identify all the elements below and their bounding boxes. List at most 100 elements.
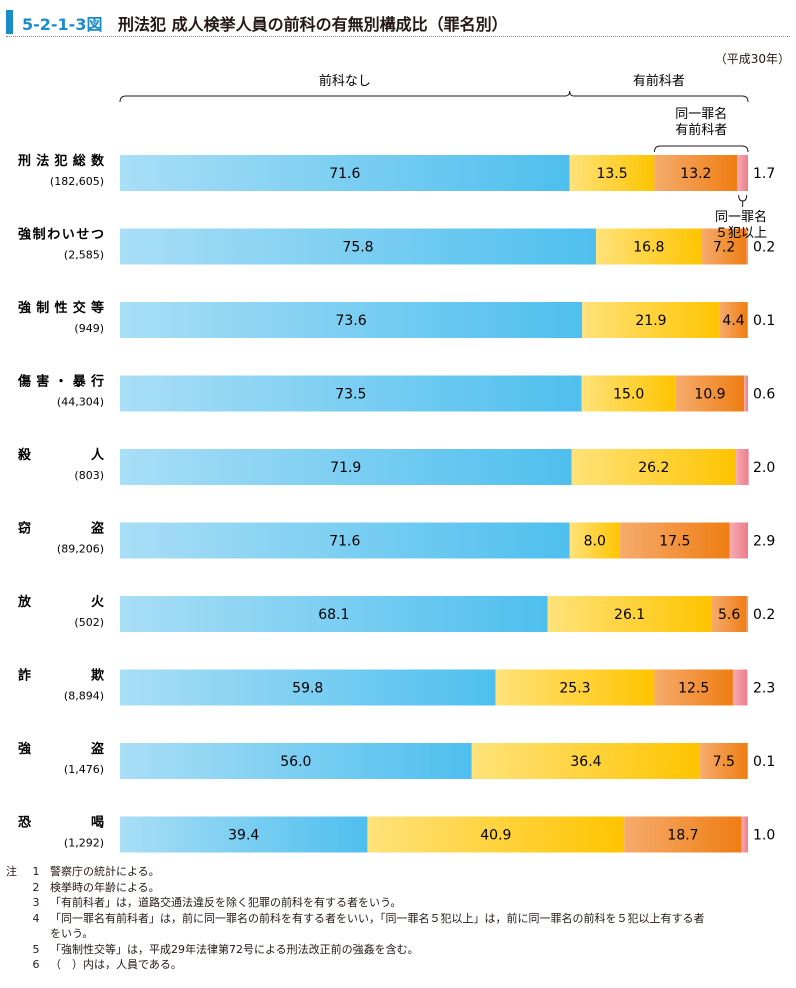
bar-7-series-0 <box>120 669 496 706</box>
note-number: 3 <box>32 896 40 909</box>
category-count-0: (182,605) <box>50 175 104 188</box>
category-label-4: 殺人 <box>17 447 105 463</box>
note-number: 4 <box>32 911 40 925</box>
note-number: 6 <box>32 958 40 971</box>
data-label-9-0: 39.4 <box>228 828 259 844</box>
category-count-9: (1,292) <box>64 837 104 850</box>
data-label-5plus-0: 1.7 <box>753 166 775 182</box>
data-label-8-2: 7.5 <box>713 754 735 770</box>
category-label-7: 詐欺 <box>18 668 104 684</box>
category-count-7: (8,894) <box>64 690 104 703</box>
bar-0-series-0 <box>120 155 570 191</box>
data-label-5plus-6: 0.2 <box>753 607 775 623</box>
data-label-5plus-8: 0.1 <box>753 754 775 770</box>
note-text: 「有前科者」は，道路交通法違反を除く犯罪の前科を有する者をいう。 <box>50 896 402 909</box>
category-label-6: 放火 <box>17 594 105 610</box>
data-label-4-1: 26.2 <box>638 460 669 476</box>
header-label-no-prior: 前科なし <box>319 73 371 89</box>
bar-2-series-2 <box>719 302 748 338</box>
data-label-1-2: 7.2 <box>713 240 735 256</box>
category-count-6: (502) <box>74 616 104 629</box>
header-label-same-offense: 同一罪名有前科者 <box>675 106 727 138</box>
data-label-5plus-2: 0.1 <box>753 313 775 329</box>
bar-1-series-0 <box>120 228 597 265</box>
figure-number: 5-2-1-3図 <box>22 15 103 34</box>
bar-9-series-2 <box>624 816 742 853</box>
data-label-2-0: 73.6 <box>336 313 367 329</box>
bar-9-series-3 <box>741 816 748 853</box>
data-label-5plus-5: 2.9 <box>753 534 775 550</box>
data-label-5plus-1: 0.2 <box>753 240 775 256</box>
bar-2-series-1 <box>582 302 720 338</box>
bar-6-series-1 <box>547 596 712 632</box>
data-label-3-0: 73.5 <box>335 387 366 403</box>
header-brace <box>119 90 749 103</box>
data-label-7-2: 12.5 <box>678 681 709 697</box>
category-count-1: (2,585) <box>64 249 104 262</box>
data-label-9-1: 40.9 <box>480 828 511 844</box>
category-label-2: 強制性交等 <box>18 300 104 316</box>
category-label-1: 強制わいせつ <box>18 227 104 243</box>
bar-6-series-3 <box>746 596 748 632</box>
title-accent-mark <box>6 10 13 34</box>
note-number: 2 <box>32 880 40 894</box>
data-label-6-0: 68.1 <box>318 607 349 623</box>
data-label-4-0: 71.9 <box>330 460 361 476</box>
bar-6-series-2 <box>711 596 747 632</box>
data-label-5-0: 71.6 <box>329 534 360 550</box>
bar-1-series-2 <box>701 228 747 265</box>
same-offense-brace <box>653 145 749 153</box>
bar-4-series-1 <box>571 449 737 485</box>
data-label-1-1: 16.8 <box>633 240 664 256</box>
bar-0-series-3 <box>737 155 748 191</box>
data-label-0-1: 13.5 <box>596 166 627 182</box>
data-label-6-1: 26.1 <box>614 607 645 623</box>
data-label-5-2: 17.5 <box>659 534 690 550</box>
data-label-5-1: 8.0 <box>584 534 606 550</box>
bar-8-series-2 <box>700 743 748 779</box>
bar-5-series-1 <box>569 522 620 559</box>
note-head: 注 <box>6 865 17 878</box>
note-head <box>6 911 22 942</box>
data-label-8-0: 56.0 <box>280 754 311 770</box>
note-item: 注 1 警察庁の統計による。 <box>6 864 792 880</box>
category-label-5: 窃盗 <box>18 521 104 537</box>
note-text: 警察庁の統計による。 <box>50 865 160 878</box>
category-label-0: 刑法犯総数 <box>18 153 105 169</box>
bar-6-series-0 <box>120 596 548 632</box>
callout-leader <box>738 194 748 207</box>
data-label-9-2: 18.7 <box>667 828 698 844</box>
note-head <box>6 942 22 958</box>
data-label-6-2: 5.6 <box>718 607 740 623</box>
category-count-8: (1,476) <box>64 763 104 776</box>
note-head <box>6 895 22 911</box>
figure-title: 刑法犯 成人検挙人員の前科の有無別構成比（罪名別） <box>118 15 508 34</box>
bar-5-series-3 <box>729 522 748 559</box>
bar-2-series-3 <box>747 302 748 338</box>
note-text: 「強制性交等」は，平成29年法律第72号による刑法改正前の強姦を含む。 <box>50 942 419 956</box>
bar-3-series-2 <box>675 375 745 412</box>
bar-7-series-1 <box>495 669 655 706</box>
bar-0-series-1 <box>569 155 655 191</box>
note-item: 6 （ ）内は，人員である。 <box>6 957 792 973</box>
header-label-prior: 有前科者 <box>633 73 685 89</box>
data-label-8-1: 36.4 <box>570 754 601 770</box>
note-text: （ ）内は，人員である。 <box>50 958 182 971</box>
bar-1-series-3 <box>746 228 748 265</box>
note-head <box>6 880 22 896</box>
note-item: 3 「有前科者」は，道路交通法違反を除く犯罪の前科を有する者をいう。 <box>6 895 792 911</box>
bar-5-series-0 <box>120 522 570 559</box>
data-label-5plus-4: 2.0 <box>753 460 775 476</box>
data-label-7-1: 25.3 <box>559 681 590 697</box>
notes-list: 注 1 警察庁の統計による。 2 検挙時の年齢による。 3 「有前科者」は，道路交通法違反を… <box>6 864 792 973</box>
bar-1-series-1 <box>596 228 702 265</box>
bar-2-series-0 <box>120 302 583 338</box>
bar-8-series-0 <box>120 743 472 779</box>
data-label-3-1: 15.0 <box>613 387 644 403</box>
category-count-3: (44,304) <box>57 396 104 409</box>
bar-3-series-3 <box>744 375 748 412</box>
bar-3-series-1 <box>581 375 676 412</box>
year-label: （平成30年） <box>714 52 790 66</box>
category-count-2: (949) <box>74 322 104 335</box>
